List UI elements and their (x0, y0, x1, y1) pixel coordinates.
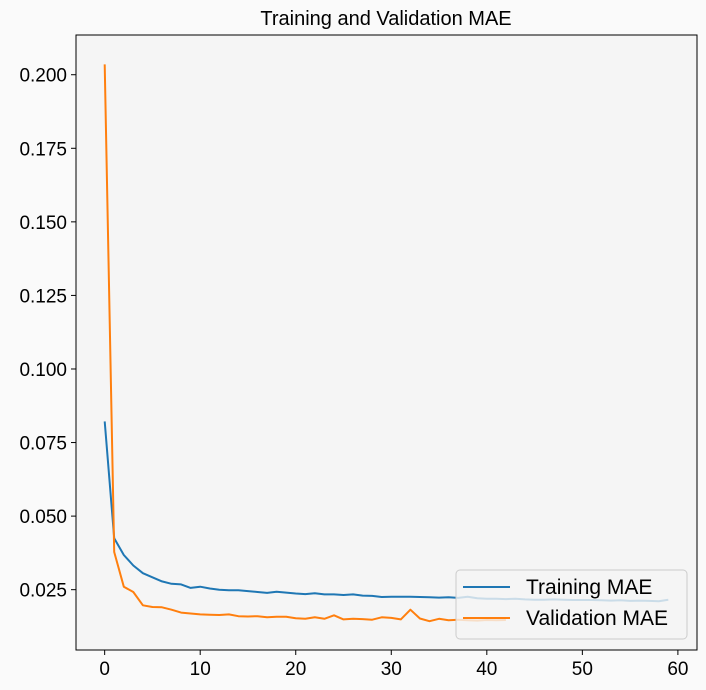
y-tick-label: 0.200 (19, 66, 67, 87)
chart-title: Training and Validation MAE (260, 8, 511, 30)
legend-box (455, 569, 688, 640)
legend-label-training: Training MAE (526, 576, 652, 599)
x-tick-label: 60 (667, 659, 688, 680)
legend: Training MAE Validation MAE (455, 569, 688, 640)
x-tick-label: 10 (190, 659, 211, 680)
y-axis: 0.025 0.050 0.075 0.100 0.125 0.150 0.175 0.200 (19, 66, 76, 602)
y-tick-label: 0.025 (19, 581, 67, 602)
plot-area (75, 34, 698, 651)
y-tick-label: 0.075 (19, 434, 67, 455)
x-axis: 0 10 20 30 40 50 60 (99, 650, 688, 680)
x-tick-label: 30 (381, 659, 402, 680)
x-tick-label: 40 (476, 659, 497, 680)
x-tick-label: 0 (99, 659, 110, 680)
x-tick-label: 50 (572, 659, 593, 680)
y-tick-label: 0.100 (19, 360, 67, 381)
y-tick-label: 0.125 (19, 286, 67, 307)
y-tick-label: 0.175 (19, 139, 67, 160)
legend-label-validation: Validation MAE (526, 607, 668, 630)
y-tick-label: 0.050 (19, 507, 67, 528)
validation-mae-line (103, 64, 506, 623)
x-tick-label: 20 (285, 659, 306, 680)
y-tick-label: 0.150 (19, 213, 67, 234)
